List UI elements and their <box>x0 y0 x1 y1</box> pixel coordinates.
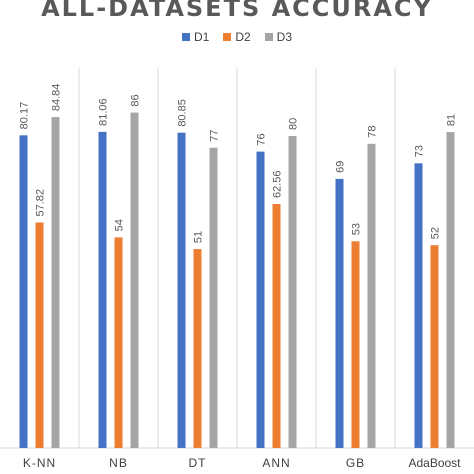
data-label: 51 <box>193 231 205 243</box>
x-tick-label: ANN <box>262 456 290 470</box>
legend: D1 D2 D3 <box>0 30 474 44</box>
x-tick-label: AdaBoost <box>408 456 461 470</box>
data-label: 54 <box>114 219 126 231</box>
bar-d3-adaboost <box>446 132 455 448</box>
legend-label-d2: D2 <box>235 30 251 44</box>
bar-d2-adaboost <box>430 245 439 448</box>
bar-d3-nb <box>130 112 139 448</box>
x-tick-label: NB <box>109 456 128 470</box>
bar-d2-dt <box>193 249 202 448</box>
chart-title: ALL-DATASETS ACCURACY <box>41 0 433 22</box>
bar-d1-adaboost <box>414 163 423 449</box>
x-tick-label: DT <box>189 456 207 470</box>
data-label: 52 <box>430 227 442 239</box>
data-label: 81 <box>446 114 458 126</box>
data-label: 77 <box>209 129 221 141</box>
x-tick-label: K-NN <box>23 456 56 470</box>
data-label: 86 <box>130 94 142 106</box>
legend-label-d3: D3 <box>276 30 293 44</box>
bar-d1-k-nn <box>19 135 28 448</box>
legend-item-d2: D2 <box>223 30 251 44</box>
legend-swatch-d2 <box>223 33 232 41</box>
bar-d2-k-nn <box>35 222 44 448</box>
data-label: 84.84 <box>51 84 63 112</box>
legend-label-d1: D1 <box>193 30 210 44</box>
bar-d1-ann <box>256 151 265 448</box>
data-label: 62.56 <box>272 170 284 198</box>
data-label: 80 <box>288 118 300 130</box>
legend-swatch-d1 <box>181 33 190 41</box>
bar-d1-gb <box>335 178 344 448</box>
data-label: 80.85 <box>177 99 189 127</box>
data-label: 57.82 <box>35 189 47 217</box>
bar-d3-ann <box>288 136 297 448</box>
data-label: 81.06 <box>98 98 110 126</box>
bar-d3-gb <box>367 143 376 449</box>
data-label: 69 <box>335 161 347 173</box>
bar-d1-nb <box>98 131 107 448</box>
legend-item-d1: D1 <box>181 30 210 44</box>
data-label: 76 <box>256 133 268 145</box>
data-label: 80.17 <box>19 102 31 130</box>
legend-item-d3: D3 <box>264 30 293 44</box>
bar-d3-k-nn <box>51 117 60 449</box>
legend-swatch-d3 <box>264 33 273 41</box>
bar-d2-ann <box>272 204 281 448</box>
bar-d3-dt <box>209 147 218 448</box>
bar-d2-nb <box>114 237 123 448</box>
x-tick-label: GB <box>346 456 365 470</box>
data-label: 73 <box>414 145 426 157</box>
bar-d1-dt <box>177 132 186 448</box>
data-label: 78 <box>367 126 379 138</box>
bar-d2-gb <box>351 241 360 448</box>
data-label: 53 <box>351 223 363 235</box>
